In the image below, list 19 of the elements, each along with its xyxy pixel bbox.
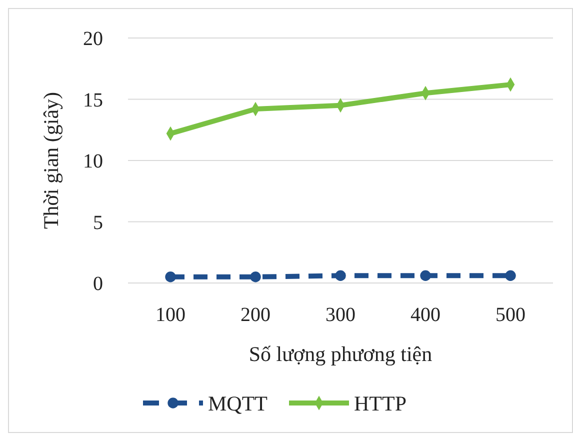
y-tick-label: 5 [93,212,103,234]
point [420,270,431,281]
x-axis-title: Số lượng phương tiện [248,342,433,366]
point [165,272,176,282]
x-tick-label: 500 [496,304,526,326]
x-tick-label: 100 [156,304,186,326]
y-tick-label: 20 [83,28,103,50]
point [250,272,261,282]
legend-label: MQTT [208,391,268,416]
y-axis-title: Thời gian (giây) [39,92,63,230]
point [505,270,516,281]
x-tick-label: 200 [240,304,270,326]
y-tick-label: 0 [93,273,103,295]
y-tick-label: 10 [83,150,103,172]
point [335,270,346,281]
y-tick-label: 15 [83,89,103,112]
x-tick-label: 400 [410,304,440,326]
legend-label: HTTP [354,391,406,416]
x-tick-label: 300 [326,304,356,326]
